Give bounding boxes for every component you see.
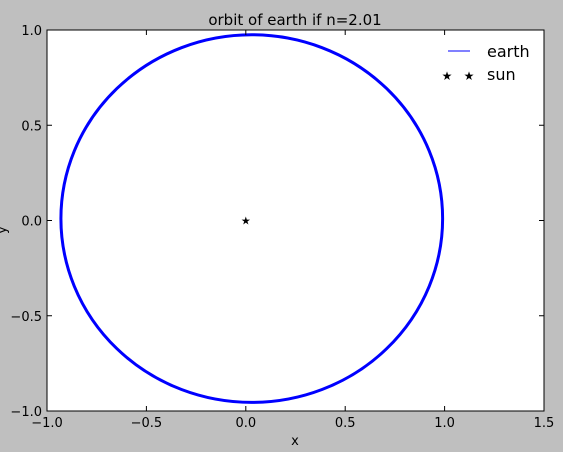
legend-earth-label: earth — [487, 42, 530, 61]
earth-orbit-line — [59, 33, 445, 404]
x-axis-label: x — [291, 434, 299, 449]
y-axis-label: y — [0, 226, 10, 234]
x-tick-label: 1.0 — [434, 416, 455, 431]
y-tick-label: 0.5 — [21, 119, 42, 134]
sun-point: ★ — [241, 215, 251, 228]
sun-group: ★ — [241, 215, 251, 228]
y-tick-label: 1.0 — [21, 24, 42, 39]
x-tick-label: −0.5 — [131, 416, 163, 431]
chart-title: orbit of earth if n=2.01 — [208, 11, 381, 29]
y-tick-label: −0.5 — [10, 310, 42, 325]
x-tick-label: 0.5 — [335, 416, 356, 431]
axis-ticks: −1.0 −0.5 0.0 0.5 1.0 1.5 −1.0 −0.5 0.0 0.5 1.0 — [10, 24, 554, 431]
x-tick-label: 0.0 — [235, 416, 256, 431]
legend-sun-marker-2: ★ — [464, 69, 475, 83]
y-tick-label: 0.0 — [21, 215, 42, 230]
plot-area — [47, 30, 544, 411]
y-tick-label: −1.0 — [10, 405, 42, 420]
x-tick-label: 1.5 — [534, 416, 555, 431]
legend: earth ★ ★ sun — [442, 42, 530, 84]
legend-sun-label: sun — [487, 65, 516, 84]
orbit-group — [59, 33, 445, 404]
x-tick-label: −1.0 — [31, 416, 63, 431]
legend-sun-marker-1: ★ — [442, 69, 453, 83]
